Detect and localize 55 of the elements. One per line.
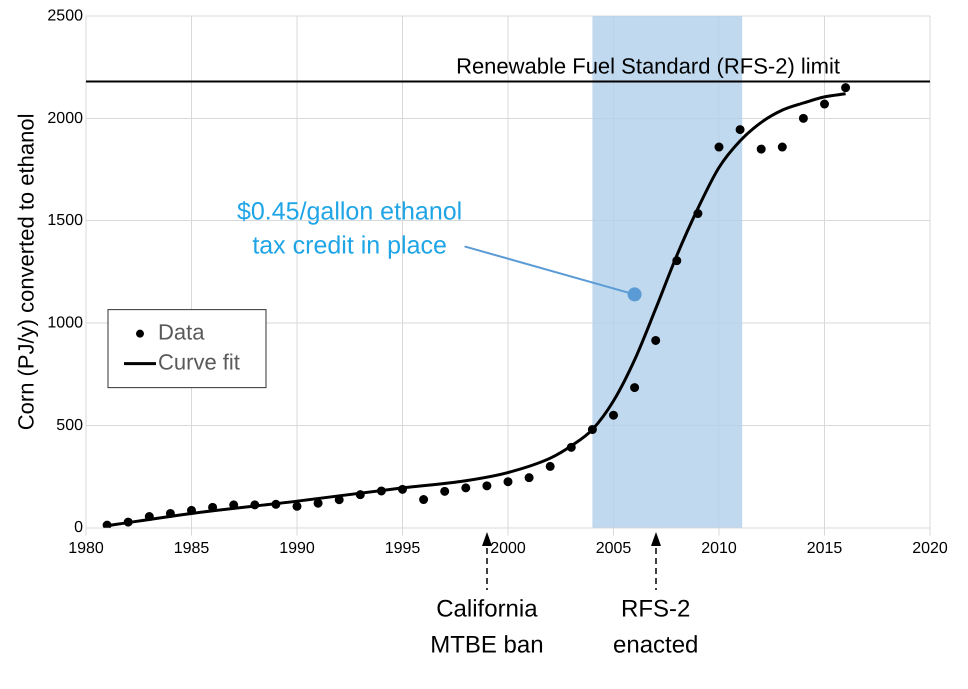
text: California MTBE ban — [430, 595, 544, 658]
x-tick-label: 1995 — [384, 540, 420, 557]
point — [376, 486, 386, 496]
y-tick-label: 1000 — [47, 314, 84, 332]
ref-line-label: Renewable Fuel Standard (RFS-2) limit — [456, 54, 840, 79]
y-tick-label: 0 — [74, 519, 84, 536]
x-tick-label: 2000 — [490, 540, 526, 557]
point — [820, 100, 829, 109]
point — [714, 142, 724, 152]
y-tick-label: 2500 — [47, 7, 84, 24]
point — [798, 114, 808, 123]
text: RFS-2 enacted — [612, 595, 698, 658]
point — [672, 256, 682, 266]
x-tick-label: 2010 — [701, 540, 737, 557]
point — [630, 383, 640, 392]
point — [503, 477, 512, 486]
y-axis-title: Corn (PJ/y) converted to ethanol — [13, 114, 38, 430]
point — [841, 83, 850, 92]
point — [102, 520, 112, 528]
y-tick-label: 500 — [56, 416, 84, 434]
point — [524, 473, 534, 482]
annotation: $0.45/gallon ethanol tax credit in place — [236, 197, 462, 260]
point — [736, 125, 745, 134]
x-tick-label: 2015 — [806, 540, 842, 557]
x-tick-label: 1985 — [174, 540, 210, 557]
point — [314, 498, 323, 508]
point — [608, 410, 618, 420]
y-tick-label: 1500 — [47, 212, 84, 230]
x-tick-label: 1990 — [279, 540, 315, 557]
x-tick-label: 2005 — [596, 540, 632, 557]
point — [419, 495, 428, 504]
point — [693, 209, 702, 218]
x-tick-label: 2020 — [912, 540, 948, 557]
point — [271, 500, 280, 509]
legend-label: Data — [158, 320, 206, 345]
point — [440, 486, 450, 496]
point — [292, 502, 302, 511]
point — [546, 462, 555, 471]
x-tick-label: 1980 — [68, 540, 104, 557]
point — [482, 481, 492, 490]
point — [566, 442, 576, 452]
legend-label: Curve fit — [158, 350, 240, 375]
point — [461, 483, 470, 492]
point — [588, 425, 597, 434]
point — [250, 500, 260, 510]
point — [144, 512, 154, 522]
point — [778, 142, 787, 152]
point — [166, 508, 175, 518]
point — [186, 506, 196, 515]
point — [398, 484, 407, 494]
point — [651, 336, 660, 345]
point — [124, 518, 133, 527]
y-tick-label: 2000 — [47, 110, 84, 127]
point — [356, 490, 365, 500]
point — [756, 144, 766, 154]
